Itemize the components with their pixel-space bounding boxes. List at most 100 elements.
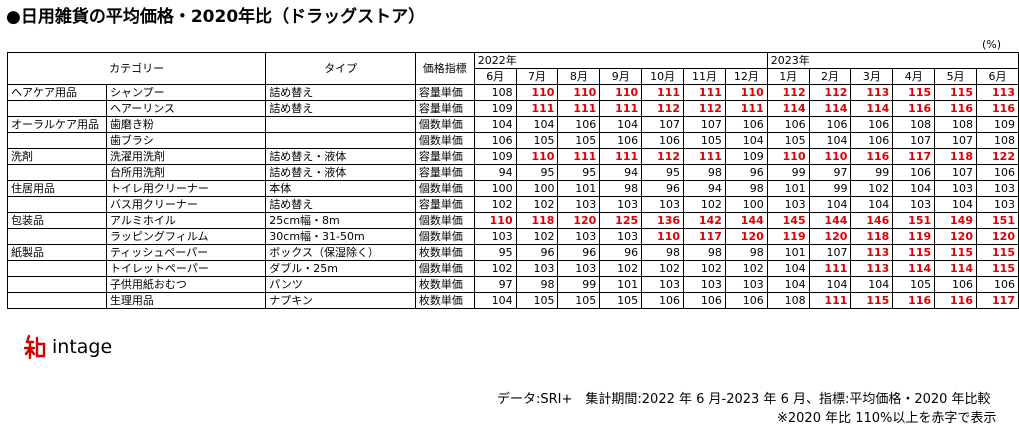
month-header: 3月 [850, 68, 894, 85]
table-row: 住居用品 トイレ用クリーナー 本体 個数単価 100 100 101 98 96 94 98 101 9… [7, 180, 1019, 197]
value-cell: 106 [641, 132, 685, 149]
value-cell: 94 [683, 180, 726, 197]
header-row-months: 6月 7月 8月 9月 10月 11月 12月 1月 2月 3月 4月 5月 6月 [8, 68, 1019, 85]
highlight-note: ※2020 年比 110%以上を赤字で表示 [777, 411, 997, 426]
value-cell: 105 [557, 132, 601, 149]
item-cell: 台所用洗剤 [105, 164, 267, 181]
value-cell: 118 [515, 212, 559, 229]
month-header: 4月 [892, 68, 936, 85]
month-header: 11月 [683, 68, 726, 85]
value-cell: 116 [975, 100, 1019, 117]
type-cell: ボックス（保湿除く） [265, 244, 416, 261]
value-cell: 108 [892, 116, 936, 133]
value-cell: 115 [934, 244, 977, 261]
value-cell: 115 [975, 260, 1019, 277]
value-cell: 108 [473, 84, 517, 101]
month-header: 6月 [473, 68, 517, 85]
value-cell: 122 [975, 148, 1019, 165]
value-cell: 109 [975, 116, 1019, 133]
value-cell: 115 [975, 244, 1019, 261]
value-cell: 114 [892, 260, 936, 277]
value-cell: 120 [975, 228, 1019, 245]
value-cell: 111 [724, 100, 768, 117]
month-header: 6月 [975, 68, 1019, 85]
type-cell: 詰め替え・液体 [265, 164, 416, 181]
item-cell: ティッシュペーパー [105, 244, 267, 261]
value-cell: 114 [850, 100, 894, 117]
value-cell: 106 [766, 116, 810, 133]
value-cell: 116 [934, 100, 977, 117]
value-cell: 104 [850, 276, 894, 293]
value-cell: 114 [934, 260, 977, 277]
value-cell: 112 [808, 84, 852, 101]
value-cell: 151 [892, 212, 936, 229]
value-cell: 102 [599, 260, 643, 277]
category-cell [7, 260, 107, 277]
value-cell: 106 [724, 292, 768, 309]
value-cell: 103 [975, 196, 1019, 213]
type-cell: 詰め替え [265, 100, 416, 117]
value-cell: 101 [599, 276, 643, 293]
table-body: ヘアケア用品 シャンプー 詰め替え 容量単価 108 110 110 110 111 111 110… [7, 84, 1019, 309]
table-row: 歯ブラシ 個数単価 106 105 105 106 106 105 104 105 104 106 10… [7, 132, 1019, 149]
value-cell: 108 [766, 292, 810, 309]
category-cell: 住居用品 [7, 180, 107, 197]
value-cell: 145 [766, 212, 810, 229]
value-cell: 102 [473, 260, 517, 277]
value-cell: 101 [557, 180, 601, 197]
index-header: 価格指標 [414, 52, 475, 85]
value-cell: 106 [473, 132, 517, 149]
value-cell: 144 [808, 212, 852, 229]
table-row: 洗剤 洗濯用洗剤 詰め替え・液体 容量単価 109 110 111 111 112 111 109 1… [7, 148, 1019, 165]
category-cell [7, 228, 107, 245]
value-cell: 98 [515, 276, 559, 293]
value-cell: 116 [934, 292, 977, 309]
month-header: 7月 [515, 68, 559, 85]
value-cell: 106 [683, 292, 726, 309]
value-cell: 98 [724, 244, 768, 261]
value-cell: 112 [641, 148, 685, 165]
value-cell: 111 [557, 100, 601, 117]
category-cell: 洗剤 [7, 148, 107, 165]
value-cell: 106 [975, 276, 1019, 293]
value-cell: 98 [641, 244, 685, 261]
value-cell: 99 [850, 164, 894, 181]
value-cell: 106 [850, 116, 894, 133]
item-cell: 生理用品 [105, 292, 267, 309]
item-cell: 歯磨き粉 [105, 116, 267, 133]
value-cell: 113 [850, 84, 894, 101]
value-cell: 95 [641, 164, 685, 181]
table-row: 生理用品 ナプキン 枚数単価 104 105 105 105 106 106 106 108 111 1… [7, 292, 1019, 309]
value-cell: 103 [892, 196, 936, 213]
value-cell: 94 [473, 164, 517, 181]
type-cell: 30cm幅・31-50m [265, 228, 416, 245]
index-cell: 個数単価 [414, 180, 475, 197]
table-row: ヘアーリンス 詰め替え 容量単価 109 111 111 111 112 112 111 114 11… [7, 100, 1019, 117]
index-cell: 容量単価 [414, 148, 475, 165]
type-cell: パンツ [265, 276, 416, 293]
item-cell: シャンプー [105, 84, 267, 101]
value-cell: 100 [515, 180, 559, 197]
value-cell: 102 [683, 196, 726, 213]
value-cell: 102 [683, 260, 726, 277]
value-cell: 116 [892, 292, 936, 309]
value-cell: 103 [975, 180, 1019, 197]
value-cell: 110 [808, 148, 852, 165]
value-cell: 119 [892, 228, 936, 245]
value-cell: 103 [934, 180, 977, 197]
category-cell [7, 100, 107, 117]
value-cell: 103 [724, 276, 768, 293]
value-cell: 107 [892, 132, 936, 149]
item-cell: ヘアーリンス [105, 100, 267, 117]
intage-logo: intage [24, 334, 112, 360]
value-cell: 96 [557, 244, 601, 261]
value-cell: 97 [808, 164, 852, 181]
value-cell: 111 [599, 148, 643, 165]
value-cell: 110 [599, 84, 643, 101]
value-cell: 120 [724, 228, 768, 245]
month-header: 2月 [808, 68, 852, 85]
value-cell: 106 [850, 132, 894, 149]
index-cell: 個数単価 [414, 212, 475, 229]
value-cell: 102 [641, 260, 685, 277]
value-cell: 107 [683, 116, 726, 133]
